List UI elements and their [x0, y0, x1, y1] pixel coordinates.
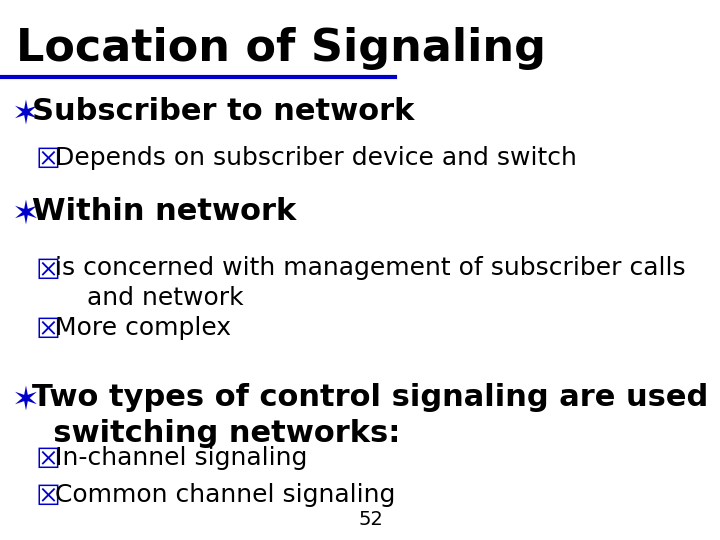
Text: Location of Signaling: Location of Signaling [16, 27, 546, 70]
Text: ☒: ☒ [35, 446, 60, 474]
Text: is concerned with management of subscriber calls
    and network: is concerned with management of subscrib… [55, 256, 686, 310]
Text: Within network: Within network [32, 197, 296, 226]
Text: Depends on subscriber device and switch: Depends on subscriber device and switch [55, 146, 577, 170]
Text: Common channel signaling: Common channel signaling [55, 483, 396, 507]
Text: Subscriber to network: Subscriber to network [32, 97, 414, 126]
Text: 52: 52 [359, 510, 384, 529]
Text: ✶: ✶ [12, 383, 40, 416]
Text: ☒: ☒ [35, 256, 60, 285]
Text: ✶: ✶ [12, 97, 40, 130]
Text: ☒: ☒ [35, 483, 60, 511]
Text: Two types of control signaling are used in circuit
  switching networks:: Two types of control signaling are used … [32, 383, 720, 448]
Text: ☒: ☒ [35, 146, 60, 174]
Text: ☒: ☒ [35, 316, 60, 344]
Text: In-channel signaling: In-channel signaling [55, 446, 307, 469]
Text: More complex: More complex [55, 316, 231, 340]
Text: ✶: ✶ [12, 197, 40, 230]
